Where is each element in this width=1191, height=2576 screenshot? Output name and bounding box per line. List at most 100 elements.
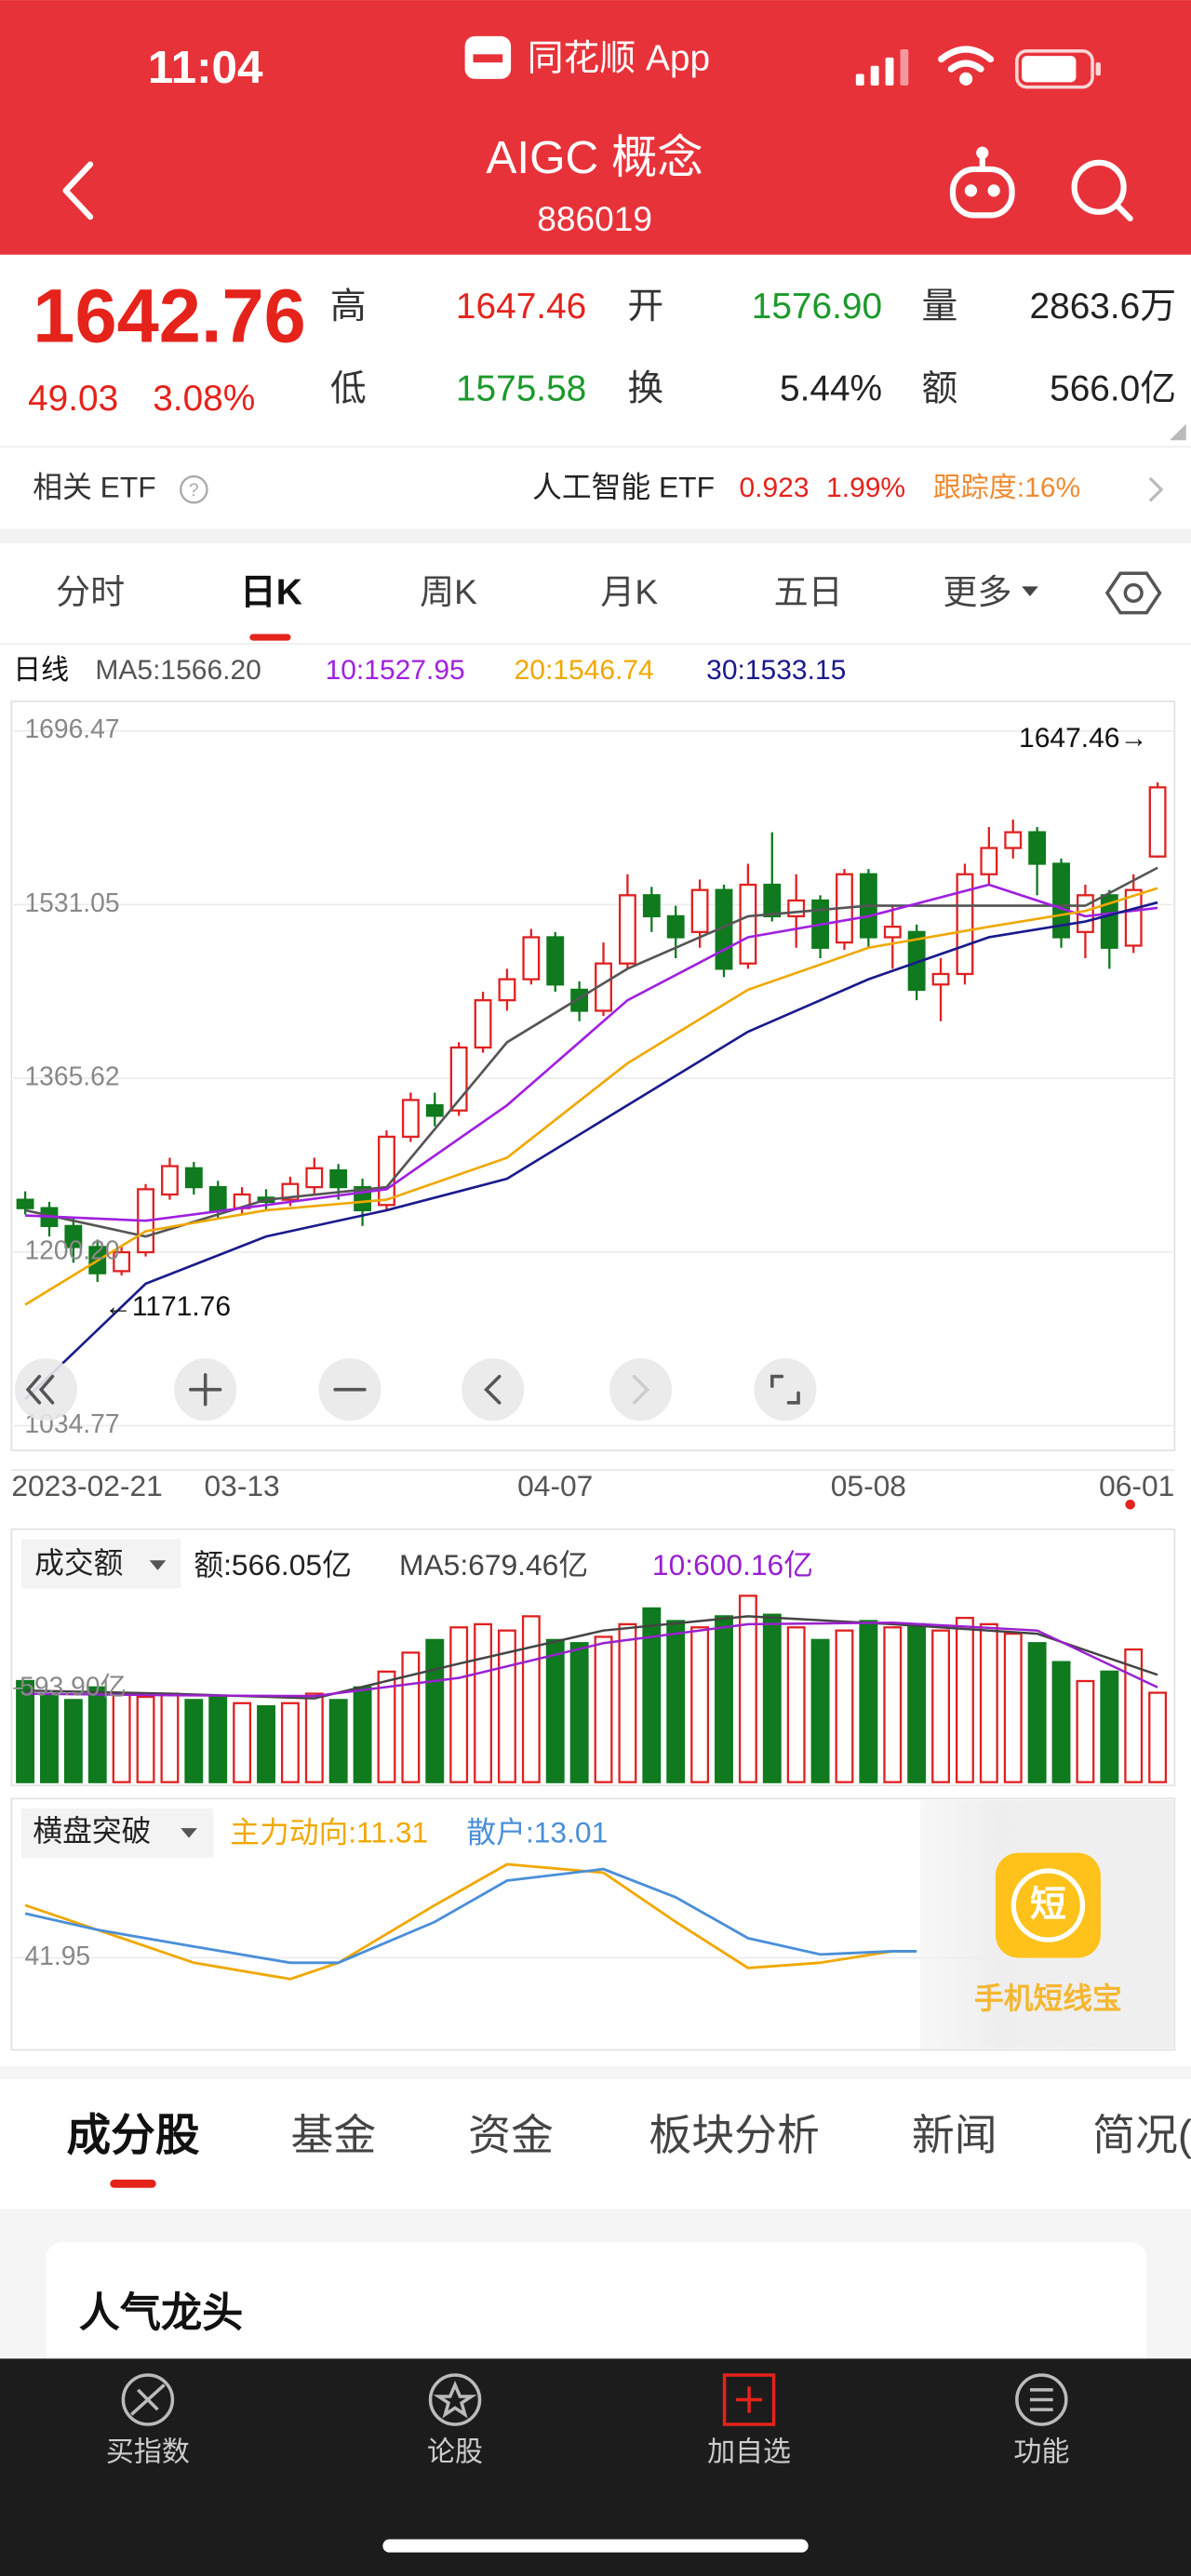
candle-body <box>618 894 636 965</box>
search-button[interactable] <box>1071 159 1133 221</box>
volume-bar <box>762 1613 782 1783</box>
quote-value: 1576.90 <box>752 287 882 327</box>
volume-bar <box>618 1622 637 1783</box>
volume-frame <box>10 1528 1176 1787</box>
x-tick-label: 05-08 <box>831 1469 906 1502</box>
widget-icon-text: 短 <box>1030 1885 1066 1925</box>
nav-item[interactable]: 功能 <box>1013 2437 1069 2468</box>
candle-body <box>329 1168 348 1189</box>
section-tab[interactable]: 新闻 <box>912 2111 997 2159</box>
widget-icon[interactable] <box>995 1852 1101 1958</box>
tool-button[interactable] <box>462 1358 525 1421</box>
nav-item[interactable]: 买指数 <box>106 2437 190 2468</box>
settings-button[interactable] <box>1104 571 1162 615</box>
legend-entry: 10:600.16亿 <box>652 1548 813 1582</box>
period-tab[interactable]: 分时 <box>56 572 125 611</box>
chevron[interactable] <box>1148 476 1164 502</box>
header-bg <box>0 0 1191 255</box>
status-app: 同花顺 App <box>528 39 710 79</box>
price-frame <box>10 701 1176 1451</box>
candle-body <box>522 936 541 981</box>
corner-mark <box>1170 423 1186 441</box>
quote-label: 低 <box>330 369 367 409</box>
indicator-selector[interactable] <box>20 1808 214 1858</box>
quote-value: 2863.6万 <box>1030 287 1177 327</box>
period-tab[interactable]: 月K <box>600 572 658 611</box>
volume-bar <box>690 1626 710 1783</box>
tool-button[interactable] <box>754 1358 817 1421</box>
page-title: AIGC 概念 <box>486 132 703 183</box>
period-tab[interactable]: 周K <box>420 572 477 611</box>
quote-label: 高 <box>330 287 367 327</box>
back-button[interactable] <box>62 161 94 220</box>
candle-body <box>787 899 806 918</box>
volume-bar <box>40 1692 59 1783</box>
candle-body <box>161 1165 179 1196</box>
volume-bar <box>594 1635 613 1783</box>
volume-bar <box>521 1615 541 1783</box>
volume-bar <box>160 1692 180 1783</box>
extreme-label: ←1171.76 <box>104 1291 231 1322</box>
quote-label: 量 <box>921 287 957 327</box>
candle-body <box>931 972 950 986</box>
widget-icon-ring <box>1010 1868 1086 1942</box>
x-tick-label: 2023-02-21 <box>11 1469 163 1502</box>
section-tab-active[interactable]: 成分股 <box>67 2111 200 2160</box>
candle-body <box>980 847 998 875</box>
volume-bar <box>955 1616 974 1783</box>
ma-line <box>24 901 1158 1401</box>
volume-bar <box>545 1638 565 1783</box>
page-code: 886019 <box>537 199 652 238</box>
volume-bar <box>1003 1632 1023 1783</box>
volume-bar <box>257 1705 275 1783</box>
dropdown-caret <box>149 1560 167 1570</box>
home-indicator <box>382 2539 809 2553</box>
volume-bar <box>979 1622 998 1783</box>
volume-bar <box>1124 1648 1144 1783</box>
legend-entry: 10:1527.95 <box>326 655 465 686</box>
volume-bar <box>907 1622 927 1783</box>
etf-name[interactable]: 人工智能 ETF <box>532 471 715 504</box>
candle-body <box>498 978 516 1002</box>
candle-body <box>64 1224 83 1248</box>
chart-legend-label: 日线 <box>13 655 69 686</box>
price-change: 49.03 <box>28 379 118 419</box>
quote-label: 换 <box>627 369 663 409</box>
candle-body <box>425 1103 444 1117</box>
volume-bar <box>786 1626 806 1783</box>
etf-tracking: 跟踪度:16% <box>933 473 1080 503</box>
volume-bar <box>474 1622 493 1783</box>
nav-item[interactable]: 论股 <box>427 2437 483 2468</box>
section-tab[interactable]: 资金 <box>468 2111 554 2159</box>
volume-bar <box>569 1642 589 1783</box>
period-tab[interactable]: 五日 <box>774 572 843 611</box>
legend-entry: 主力动向:11.31 <box>230 1816 428 1849</box>
section-tab[interactable]: 简况( <box>1092 2111 1191 2159</box>
battery <box>1015 49 1094 89</box>
quote-value: 1647.46 <box>456 287 586 327</box>
card <box>46 2242 1147 2390</box>
candle-body <box>666 914 685 939</box>
period-tab[interactable]: 更多 <box>943 572 1011 611</box>
price-change-pct: 3.08% <box>153 379 255 419</box>
volume-bar <box>136 1695 155 1783</box>
tool-button[interactable] <box>609 1358 673 1421</box>
y-tick-label: 1531.05 <box>24 888 119 917</box>
volume-bar <box>859 1620 878 1783</box>
nav-item[interactable]: 加自选 <box>707 2437 791 2468</box>
tab-indicator <box>110 2179 156 2188</box>
volume-bar <box>715 1615 733 1783</box>
volume-bar <box>1076 1679 1095 1783</box>
section-tab[interactable]: 板块分析 <box>649 2111 820 2159</box>
candle-body <box>113 1250 131 1273</box>
period-tab-active[interactable]: 日K <box>240 572 302 612</box>
volume-bar <box>1027 1642 1047 1783</box>
section-tab[interactable]: 基金 <box>291 2111 377 2159</box>
tool-button[interactable] <box>14 1358 77 1421</box>
help-icon[interactable] <box>180 474 208 504</box>
volume-bar <box>112 1692 131 1783</box>
robot-button[interactable] <box>949 146 1015 219</box>
x-tick-label: 04-07 <box>517 1469 593 1502</box>
candle-body <box>184 1167 203 1189</box>
